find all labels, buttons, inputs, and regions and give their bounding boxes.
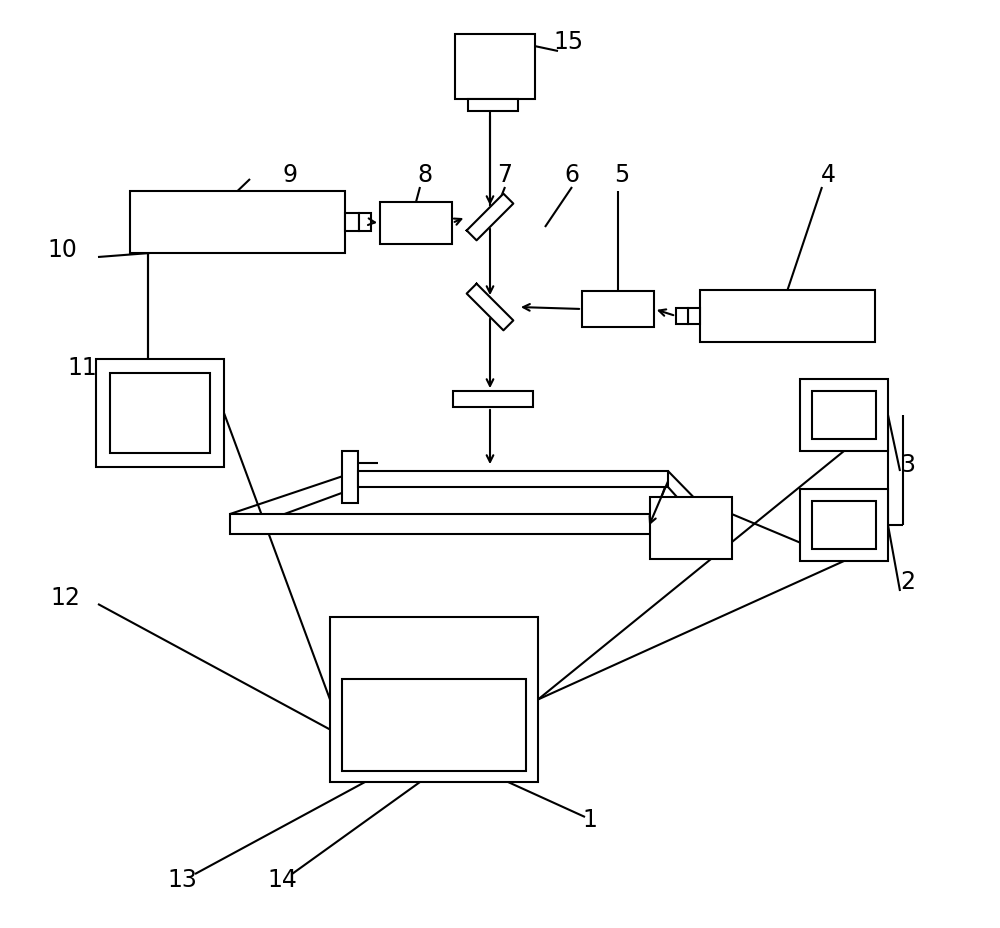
Text: 8: 8	[417, 162, 433, 187]
Text: 9: 9	[283, 162, 298, 187]
Text: 6: 6	[564, 162, 580, 187]
Bar	[688, 309, 700, 325]
Bar	[110, 374, 210, 454]
Text: 5: 5	[614, 162, 630, 187]
Bar	[342, 679, 526, 771]
Bar	[96, 360, 224, 468]
Bar	[700, 290, 875, 342]
Text: 4: 4	[820, 162, 836, 187]
Text: 14: 14	[267, 867, 297, 891]
Bar	[359, 213, 371, 232]
Polygon shape	[467, 195, 513, 241]
Bar	[582, 291, 654, 328]
Text: 15: 15	[553, 30, 583, 54]
Text: 11: 11	[67, 355, 97, 380]
Bar	[455, 35, 535, 100]
Bar	[812, 392, 876, 440]
Bar	[230, 514, 710, 535]
Bar	[358, 471, 668, 487]
Bar	[342, 452, 358, 504]
Bar	[800, 489, 888, 561]
Text: 1: 1	[583, 807, 597, 831]
Bar	[345, 213, 359, 232]
Text: 3: 3	[900, 453, 916, 476]
Polygon shape	[467, 284, 513, 331]
Text: 13: 13	[167, 867, 197, 891]
Bar	[650, 497, 732, 560]
Text: 2: 2	[900, 570, 916, 593]
Bar	[800, 380, 888, 452]
Bar	[812, 501, 876, 549]
Text: 12: 12	[50, 586, 80, 610]
Text: 10: 10	[47, 238, 77, 262]
Text: 7: 7	[498, 162, 512, 187]
Bar	[130, 192, 345, 253]
Bar	[453, 392, 533, 407]
Bar	[330, 617, 538, 782]
Bar	[468, 100, 518, 112]
Bar	[380, 203, 452, 245]
Bar	[676, 309, 688, 325]
